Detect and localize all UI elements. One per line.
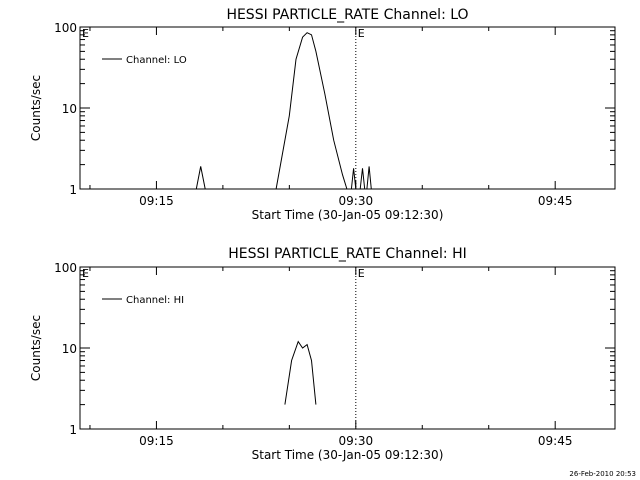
y-tick-label: 1 (69, 423, 77, 437)
flag-label-start: E (82, 267, 89, 280)
flag-label: E (358, 267, 365, 280)
generation-timestamp: 26-Feb-2010 20:53 (569, 470, 636, 478)
x-axis-label: Start Time (30-Jan-05 09:12:30) (252, 208, 444, 222)
panel-hi: HESSI PARTICLE_RATE Channel: HI 09:15 09:3… (29, 246, 616, 462)
y-tick-label: 10 (62, 102, 77, 116)
chart-title: HESSI PARTICLE_RATE Channel: LO (226, 7, 468, 23)
x-tick-label: 09:30 (339, 194, 374, 208)
legend-label: Channel: LO (126, 55, 187, 66)
series-line (366, 166, 372, 190)
panel-lo: HESSI PARTICLE_RATE Channel: LO 09:15 09:3… (29, 7, 616, 222)
plot-frame (79, 26, 616, 190)
flag-label: E (358, 27, 365, 40)
y-axis-label: Counts/sec (29, 75, 43, 141)
y-tick-label: 1 (69, 183, 77, 197)
plot-frame (79, 266, 616, 430)
y-tick-label: 100 (54, 261, 77, 275)
flag-label-start: E (82, 27, 89, 40)
series-line (195, 166, 206, 190)
y-axis-label: Counts/sec (29, 315, 43, 381)
x-tick-label: 09:15 (139, 194, 174, 208)
x-tick-label: 09:30 (339, 434, 374, 448)
series-line (359, 168, 366, 190)
series-line (284, 340, 317, 405)
series-line (350, 168, 357, 190)
legend-label: Channel: HI (126, 295, 184, 306)
x-tick-label: 09:45 (538, 194, 573, 208)
y-tick-label: 100 (54, 21, 77, 35)
x-axis-label: Start Time (30-Jan-05 09:12:30) (252, 448, 444, 462)
y-tick-label: 10 (62, 342, 77, 356)
chart-title: HESSI PARTICLE_RATE Channel: HI (228, 246, 466, 262)
series-line (275, 32, 348, 190)
x-tick-label: 09:15 (139, 434, 174, 448)
x-tick-label: 09:45 (538, 434, 573, 448)
